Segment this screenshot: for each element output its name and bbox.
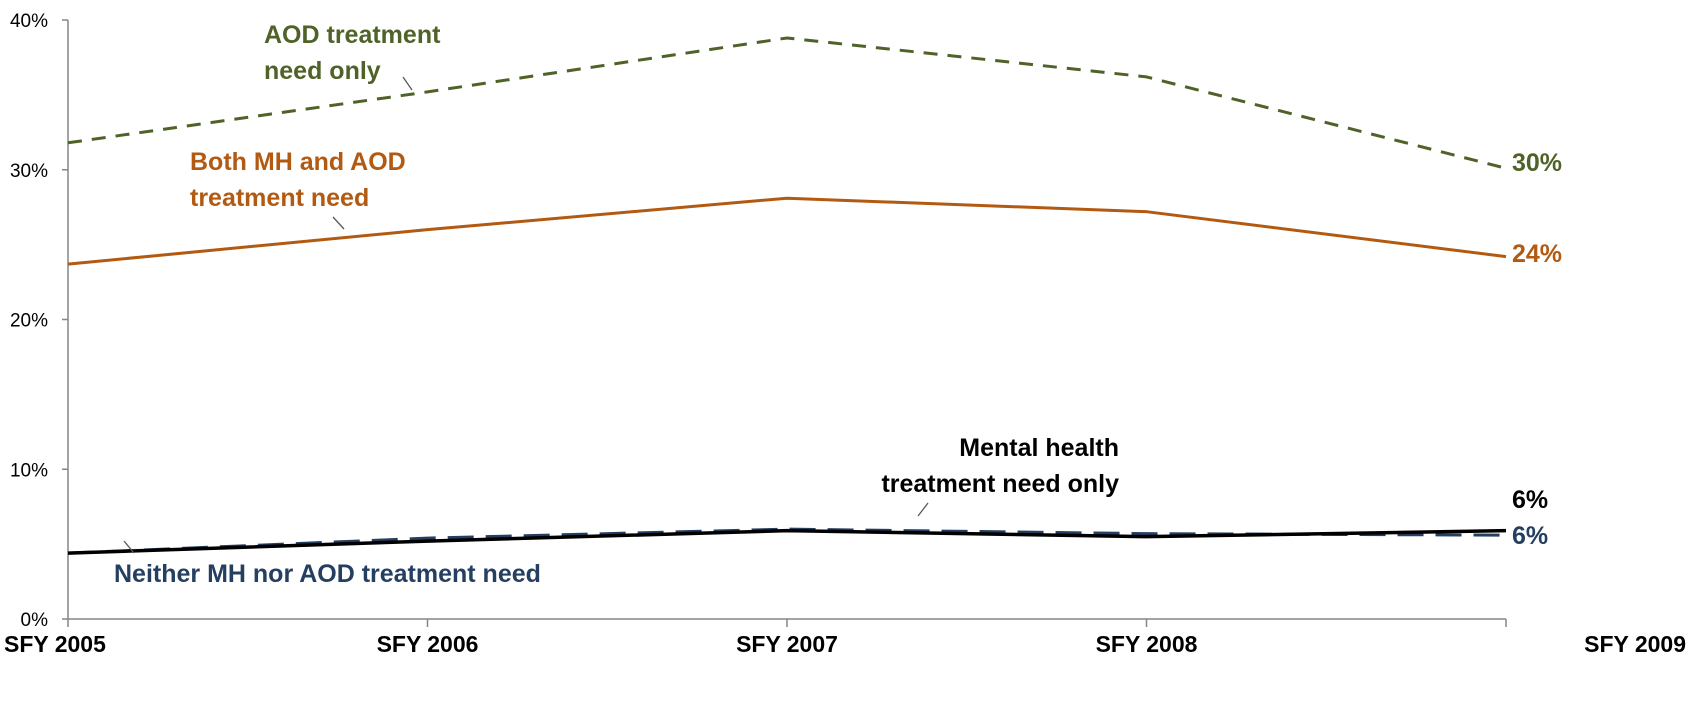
x-category-label: SFY 2009: [1584, 631, 1686, 657]
series-label-both: Both MH and AOD: [190, 148, 406, 176]
x-category-label: SFY 2008: [1096, 631, 1198, 657]
leader-line-aod: [402, 76, 413, 91]
leader-line-neither: [123, 540, 135, 554]
y-tick-label: 40%: [10, 11, 48, 32]
y-tick-label: 20%: [10, 311, 48, 332]
x-category-label: SFY 2006: [377, 631, 479, 657]
series-line-aod: [67, 36, 1507, 170]
y-tick-label: 30%: [10, 161, 48, 182]
x-category-label: SFY 2005: [4, 631, 106, 657]
y-tick-label: 10%: [10, 460, 48, 481]
series-label-neither: Neither MH nor AOD treatment need: [114, 560, 541, 588]
series-label-mh: treatment need only: [881, 470, 1119, 498]
end-value-label-neither: 6%: [1512, 522, 1548, 550]
end-value-label-both: 24%: [1512, 240, 1562, 268]
series-label-aod: need only: [264, 57, 381, 85]
end-value-label-mh: 6%: [1512, 486, 1548, 514]
leader-line-both: [332, 216, 345, 230]
x-category-label: SFY 2007: [736, 631, 838, 657]
series-label-mh: Mental health: [959, 434, 1119, 462]
series-line-both: [67, 196, 1507, 266]
series-label-both: treatment need: [190, 184, 369, 212]
y-tick-label: 0%: [21, 610, 49, 631]
end-value-label-aod: 30%: [1512, 149, 1562, 177]
series-line-mh: [67, 528, 1507, 555]
leader-line-mh: [917, 502, 929, 517]
series-label-aod: AOD treatment: [264, 21, 441, 49]
